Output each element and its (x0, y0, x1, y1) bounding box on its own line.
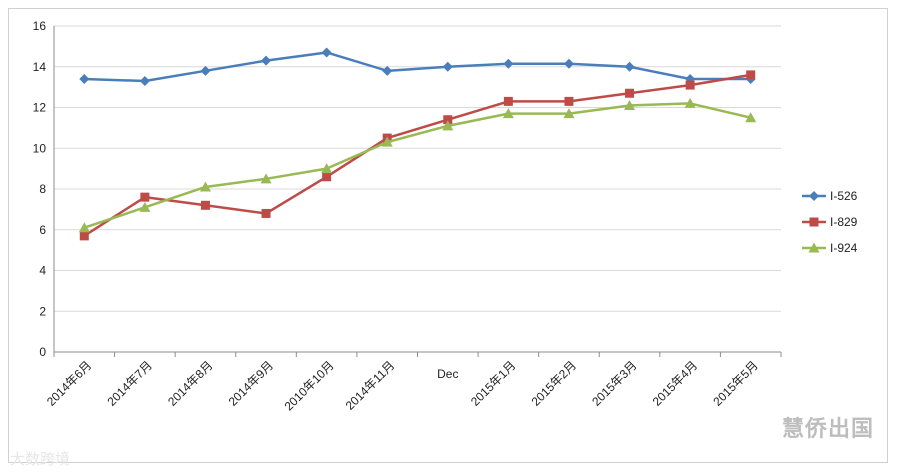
watermark-left: 大数跨境 (10, 450, 71, 468)
y-tick-label: 14 (33, 60, 47, 74)
data-point (625, 88, 635, 98)
series-line-i-526 (84, 51, 751, 83)
data-point (503, 58, 514, 69)
data-point (624, 61, 635, 72)
data-point (261, 208, 271, 218)
data-point (322, 172, 332, 182)
data-point (200, 200, 210, 210)
data-point (199, 181, 211, 192)
x-tick-label: 2015年1月 (468, 358, 518, 408)
data-point (79, 73, 90, 84)
y-tick-label: 0 (39, 345, 46, 359)
data-point (746, 70, 756, 80)
x-tick-label: 2015年3月 (589, 358, 639, 408)
y-tick-label: 4 (39, 264, 46, 278)
data-point (684, 97, 696, 108)
data-point (139, 201, 151, 212)
data-point (321, 47, 332, 58)
x-tick-label: 2014年8月 (165, 358, 215, 408)
data-point (321, 163, 333, 174)
data-point (685, 80, 695, 90)
y-tick-label: 2 (39, 304, 46, 318)
legend-label: I-924 (830, 241, 858, 255)
data-point (442, 61, 453, 72)
data-point (624, 99, 636, 110)
series-line-i-924 (83, 102, 751, 229)
legend-label: I-526 (830, 189, 858, 203)
x-tick-label: 2015年2月 (529, 358, 579, 408)
series-line-i-829 (83, 73, 751, 237)
y-tick-label: 8 (39, 182, 46, 196)
legend-label: I-829 (830, 215, 858, 229)
data-point (260, 173, 272, 184)
x-tick-label: 2014年7月 (105, 358, 155, 408)
data-point (745, 112, 757, 123)
data-point (78, 222, 90, 233)
data-point (139, 76, 150, 87)
watermark-right: 慧侨出国 (781, 417, 874, 442)
x-tick-label: 2014年11月 (343, 358, 398, 413)
x-tick-label: Dec (437, 367, 458, 381)
data-point (381, 136, 393, 147)
data-point (564, 96, 574, 106)
data-point (382, 65, 393, 76)
y-tick-label: 10 (33, 141, 47, 155)
x-tick-label: 2010年10月 (282, 358, 337, 413)
data-point (200, 65, 211, 76)
data-point (140, 192, 150, 202)
legend-marker (809, 191, 819, 201)
data-point (443, 115, 453, 125)
data-point (563, 58, 574, 69)
x-tick-label: 2014年6月 (44, 358, 94, 408)
data-point (442, 120, 454, 131)
legend-marker (809, 217, 819, 227)
data-point (502, 108, 514, 119)
line-chart: 0 2 4 6 8 10 12 14 16 2014年6月 2014年7月 2014年8月 2014年9… (33, 19, 858, 413)
x-tick-label: 2015年5月 (710, 358, 760, 408)
legend-marker (808, 242, 820, 253)
y-tick-label: 6 (39, 223, 46, 237)
x-tick-label: 2015年4月 (650, 358, 700, 408)
data-point (79, 231, 89, 241)
data-point (261, 55, 272, 66)
data-point (503, 96, 513, 106)
x-tick-label: 2014年9月 (226, 358, 276, 408)
y-tick-label: 12 (33, 101, 47, 115)
data-point (563, 108, 575, 119)
y-tick-label: 16 (33, 19, 47, 33)
chart-frame: 0 2 4 6 8 10 12 14 16 2014年6月 2014年7月 2014年8月 2014年9… (8, 8, 888, 463)
